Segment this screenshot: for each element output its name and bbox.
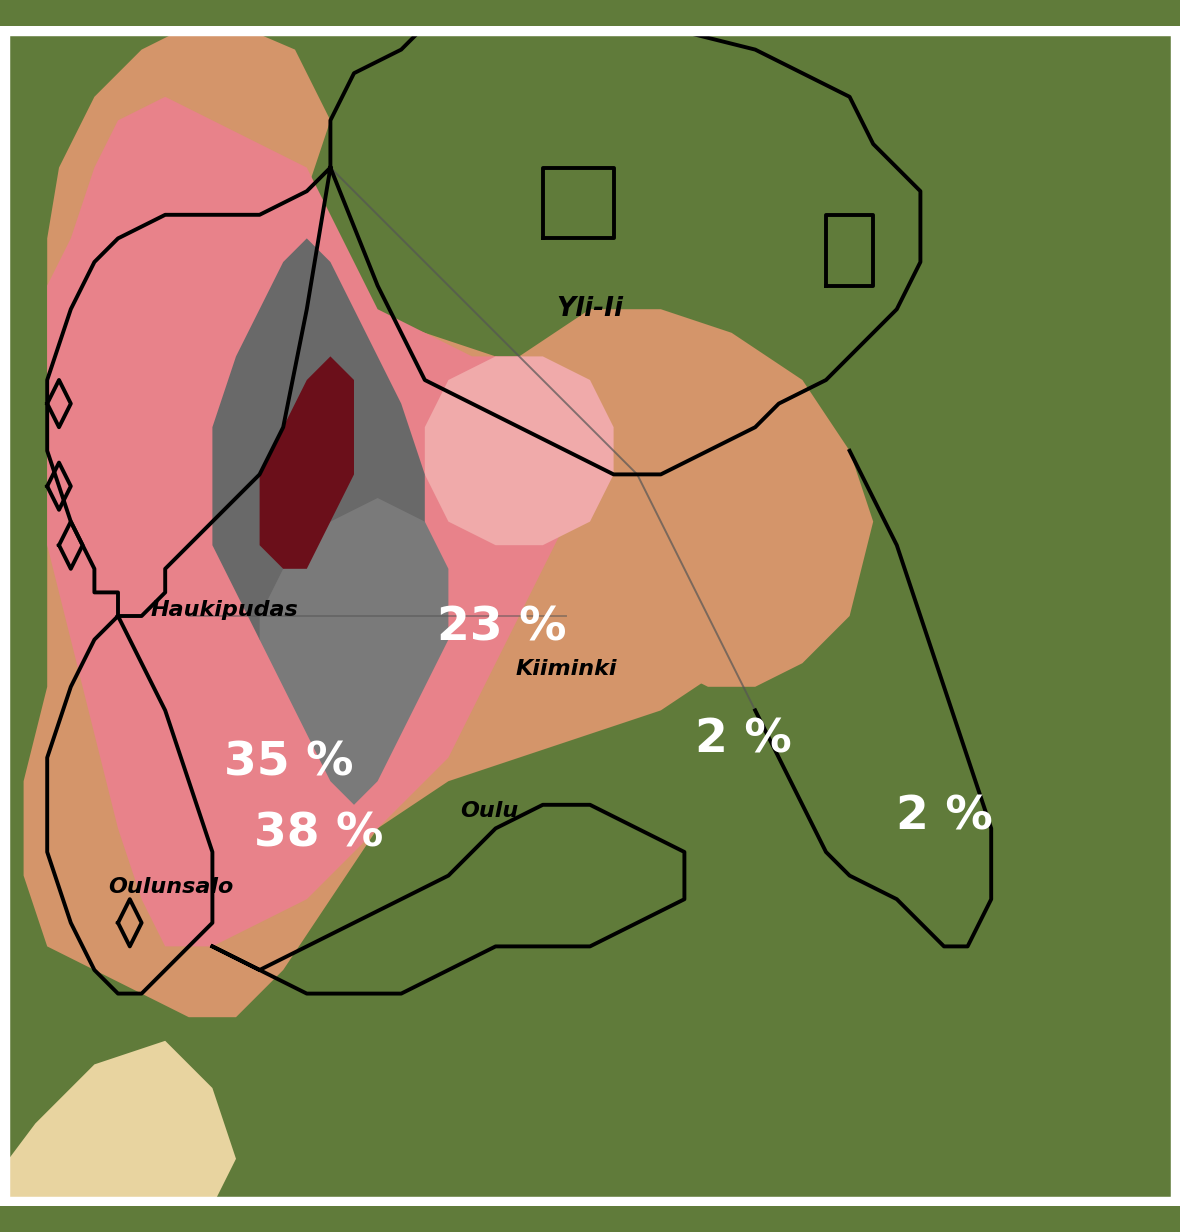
Text: Yli-Ii: Yli-Ii [557,296,623,323]
Text: Oulu: Oulu [460,801,519,821]
Polygon shape [47,97,590,946]
Polygon shape [212,239,425,663]
Text: Haukipudas: Haukipudas [150,600,299,620]
Text: 35 %: 35 % [224,740,354,786]
Polygon shape [24,15,802,1018]
Polygon shape [425,356,614,546]
Polygon shape [260,498,448,804]
Polygon shape [260,356,354,569]
Text: 2 %: 2 % [695,717,792,763]
Text: Oulunsalo: Oulunsalo [109,877,234,897]
Text: 2 %: 2 % [896,795,992,839]
Text: Kiiminki: Kiiminki [516,659,617,679]
Text: 23 %: 23 % [437,605,566,650]
Text: 38 %: 38 % [254,812,384,856]
Polygon shape [496,309,873,686]
Polygon shape [0,1041,236,1206]
